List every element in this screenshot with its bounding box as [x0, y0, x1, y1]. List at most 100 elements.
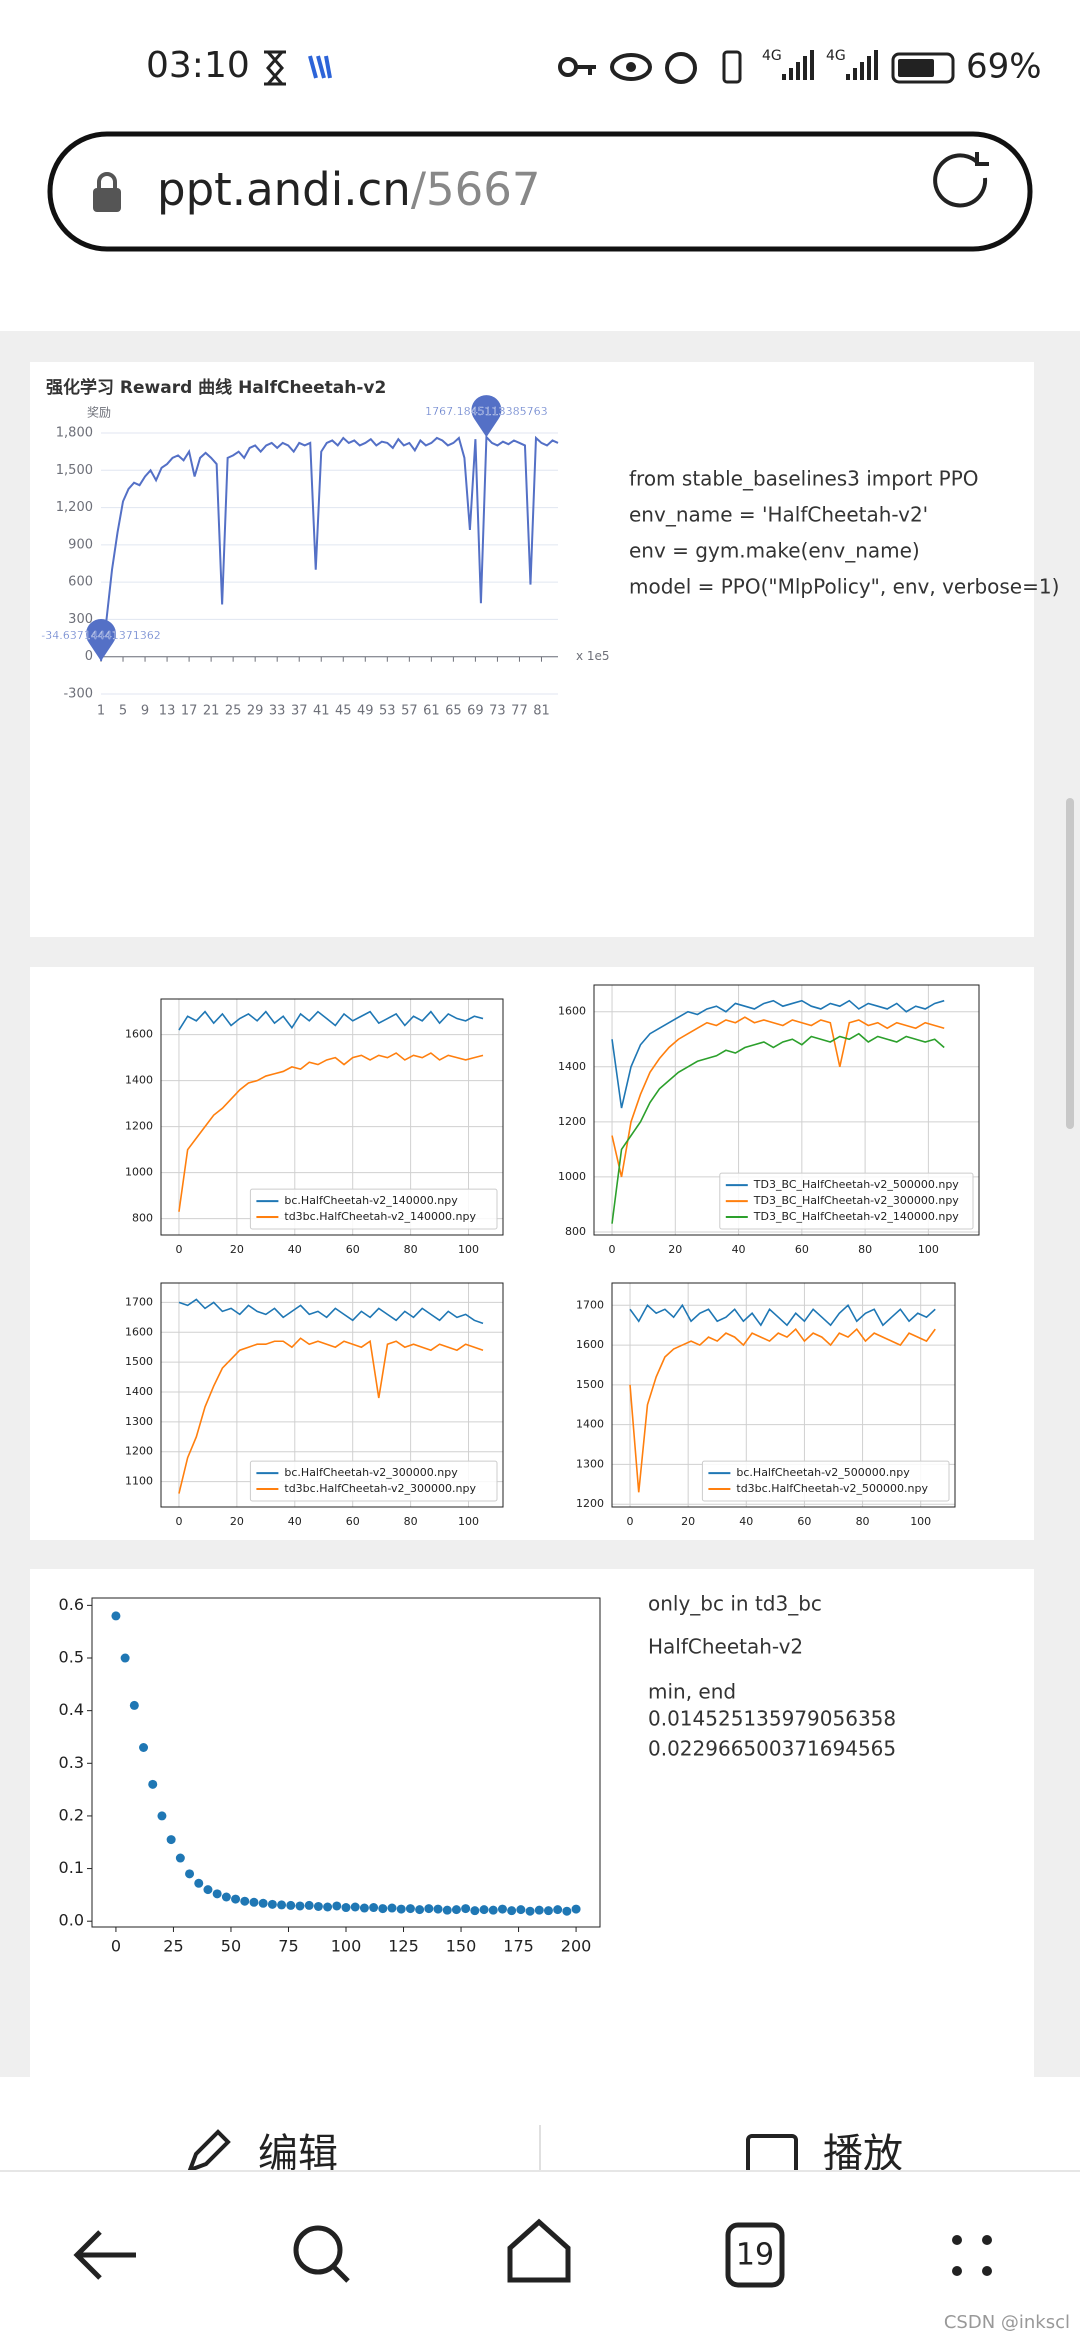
- x-tick-label: 45: [335, 704, 352, 719]
- eye-icon: [610, 53, 652, 81]
- y-tick-label: 1100: [125, 1475, 153, 1488]
- app-icon: [308, 55, 332, 79]
- x-tick-label: 40: [288, 1243, 302, 1256]
- data-point: [488, 1905, 498, 1915]
- mark-label: -34.63714441371362: [41, 629, 160, 642]
- signal-label: 4G: [826, 48, 846, 64]
- edit-button[interactable]: 编辑: [258, 2131, 338, 2177]
- chart: 800 1000 1200 1400 1600 0 20 40 60 80 100 TD3_BC_Ha…: [558, 984, 980, 1256]
- x-tick-label: 81: [533, 704, 550, 719]
- menu-dot[interactable]: [982, 2266, 992, 2276]
- x-tick-label: 37: [291, 704, 308, 719]
- y-tick-label: 1000: [558, 1170, 586, 1183]
- reload-icon[interactable]: [933, 153, 988, 208]
- play-button[interactable]: 播放: [823, 2131, 903, 2177]
- legend-label: td3bc.HalfCheetah-v2_500000.npy: [736, 1482, 928, 1495]
- nav-bar: 19 CSDN @inkscl: [0, 2170, 1080, 2340]
- y-tick-label: 0.4: [59, 1700, 84, 1719]
- y-tick-label: 1600: [558, 1005, 586, 1018]
- note-line: 0.022966500371694565: [648, 1737, 896, 1761]
- menu-dot[interactable]: [952, 2266, 962, 2276]
- chart: 800 1000 1200 1400 1600 0 20 40 60 80 100 bc.HalfCh…: [125, 998, 504, 1256]
- data-point: [442, 1905, 452, 1915]
- x-tick-label: 65: [445, 704, 462, 719]
- y-tick-label: 1400: [558, 1060, 586, 1073]
- x-tick-label: 75: [278, 1937, 298, 1956]
- url[interactable]: ppt.andi.cn/5667: [157, 163, 541, 216]
- y-tick-label: 1700: [125, 1295, 153, 1308]
- x-tick-label: 13: [159, 704, 176, 719]
- data-point: [231, 1894, 241, 1904]
- data-point: [497, 1904, 507, 1914]
- legend-label: TD3_BC_HalfCheetah-v2_500000.npy: [753, 1178, 959, 1191]
- slide-3-notes: only_bc in td3_bc HalfCheetah-v2 min, en…: [648, 1592, 896, 1761]
- chart-title: 强化学习 Reward 曲线 HalfCheetah-v2: [46, 377, 386, 398]
- data-point: [424, 1904, 434, 1914]
- data-point: [534, 1905, 544, 1915]
- search-button[interactable]: [293, 2225, 343, 2275]
- data-line: [611, 999, 945, 1109]
- y-tick-label: 1000: [125, 1166, 153, 1179]
- address-field[interactable]: [47, 131, 1033, 252]
- x-tick-label: 40: [732, 1243, 746, 1256]
- address-bar[interactable]: ppt.andi.cn/5667: [47, 131, 1033, 252]
- y-tick-label: 600: [68, 575, 93, 590]
- data-point: [267, 1899, 277, 1909]
- charts: 强化学习 Reward 曲线 HalfCheetah-v2 奖励 x 1e5 -300…: [41, 377, 980, 1956]
- tabs-button[interactable]: [725, 2222, 785, 2288]
- menu-dot[interactable]: [982, 2235, 992, 2245]
- search-handle: [332, 2265, 350, 2283]
- slide-1-code: from stable_baselines3 import PPO env_na…: [629, 467, 1059, 599]
- y-axis-label: 奖励: [87, 406, 111, 420]
- code-line: env = gym.make(env_name): [629, 539, 920, 563]
- home-button[interactable]: [507, 2218, 571, 2283]
- x-tick-label: 100: [331, 1937, 362, 1956]
- x-tick-label: 9: [141, 704, 149, 719]
- lock-shackle: [97, 172, 117, 190]
- url-path: /5667: [411, 163, 541, 216]
- eye-pupil: [626, 62, 636, 72]
- note-line: HalfCheetah-v2: [648, 1635, 803, 1659]
- data-point: [304, 1900, 314, 1910]
- edit-icon[interactable]: [186, 2129, 231, 2174]
- legend-box: [701, 1460, 950, 1502]
- data-point: [111, 1611, 121, 1621]
- data-point: [175, 1853, 185, 1863]
- toolbar: 编辑 播放: [0, 2077, 1080, 2178]
- back-button[interactable]: [73, 2230, 136, 2280]
- menu-dot[interactable]: [952, 2235, 962, 2245]
- legend-label: TD3_BC_HalfCheetah-v2_140000.npy: [753, 1210, 959, 1223]
- key-icon-stem: [576, 65, 596, 75]
- y-tick-label: 0.2: [59, 1805, 84, 1824]
- data-point: [185, 1869, 195, 1879]
- slide[interactable]: [30, 1569, 1034, 2089]
- slide[interactable]: [30, 362, 1034, 937]
- data-point: [396, 1904, 406, 1914]
- legend-label: bc.HalfCheetah-v2_140000.npy: [284, 1194, 458, 1207]
- x-tick-label: 100: [458, 1243, 479, 1256]
- data-point: [203, 1885, 213, 1895]
- y-tick-label: 1600: [125, 1028, 153, 1041]
- x-tick-label: 61: [423, 704, 440, 719]
- signal-bars: [782, 50, 814, 80]
- x-tick-label: 33: [269, 704, 286, 719]
- x-tick-label: 100: [918, 1243, 939, 1256]
- x-tick-label: 0: [627, 1515, 634, 1528]
- plot-frame: [593, 984, 980, 1236]
- scrollbar: [1066, 798, 1074, 1129]
- data-line: [178, 1052, 484, 1212]
- data-point: [543, 1906, 553, 1916]
- data-point: [369, 1903, 379, 1913]
- data-point: [221, 1892, 231, 1902]
- slide[interactable]: [30, 967, 1034, 1540]
- data-point: [249, 1897, 259, 1907]
- data-point: [313, 1901, 323, 1911]
- y-tick-label: 1500: [125, 1355, 153, 1368]
- data-line: [629, 1303, 936, 1327]
- tabs-count: 19: [736, 2238, 774, 2273]
- data-line: [178, 1298, 484, 1325]
- x-tick-label: 175: [503, 1937, 534, 1956]
- mark-pin: [471, 395, 502, 438]
- y-tick-label: 1700: [576, 1298, 604, 1311]
